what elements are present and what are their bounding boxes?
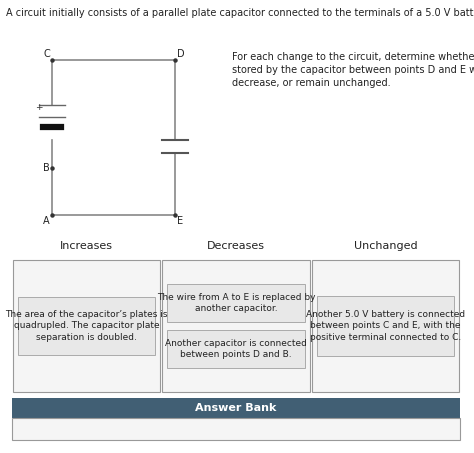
- Text: For each change to the circuit, determine whether the energy
stored by the capac: For each change to the circuit, determin…: [232, 52, 474, 88]
- Text: Answer Bank: Answer Bank: [195, 403, 277, 413]
- Bar: [12, 418, 460, 440]
- Text: Another 5.0 V battery is connected
between points C and E, with the
positive ter: Another 5.0 V battery is connected betwe…: [306, 310, 465, 342]
- Bar: [162, 260, 310, 392]
- Bar: [13, 260, 160, 392]
- Text: Another capacitor is connected
between points D and B.: Another capacitor is connected between p…: [165, 339, 307, 359]
- Text: A: A: [44, 216, 50, 226]
- Text: C: C: [43, 49, 50, 59]
- Text: The area of the capacitor’s plates is
quadrupled. The capacitor plate
separation: The area of the capacitor’s plates is qu…: [5, 310, 168, 342]
- Text: E: E: [177, 216, 183, 226]
- Bar: [12, 398, 460, 418]
- Text: D: D: [177, 49, 185, 59]
- Bar: [167, 284, 305, 322]
- Text: +: +: [35, 103, 43, 112]
- Text: B: B: [43, 163, 50, 173]
- Text: A circuit initially consists of a parallel plate capacitor connected to the term: A circuit initially consists of a parall…: [6, 8, 474, 18]
- Bar: [312, 260, 459, 392]
- Bar: [167, 330, 305, 368]
- Bar: [317, 296, 454, 356]
- Text: Decreases: Decreases: [207, 241, 265, 251]
- Text: The wire from A to E is replaced by
another capacitor.: The wire from A to E is replaced by anot…: [157, 293, 315, 313]
- Text: Unchanged: Unchanged: [354, 241, 417, 251]
- Text: Increases: Increases: [60, 241, 113, 251]
- Bar: [18, 297, 155, 355]
